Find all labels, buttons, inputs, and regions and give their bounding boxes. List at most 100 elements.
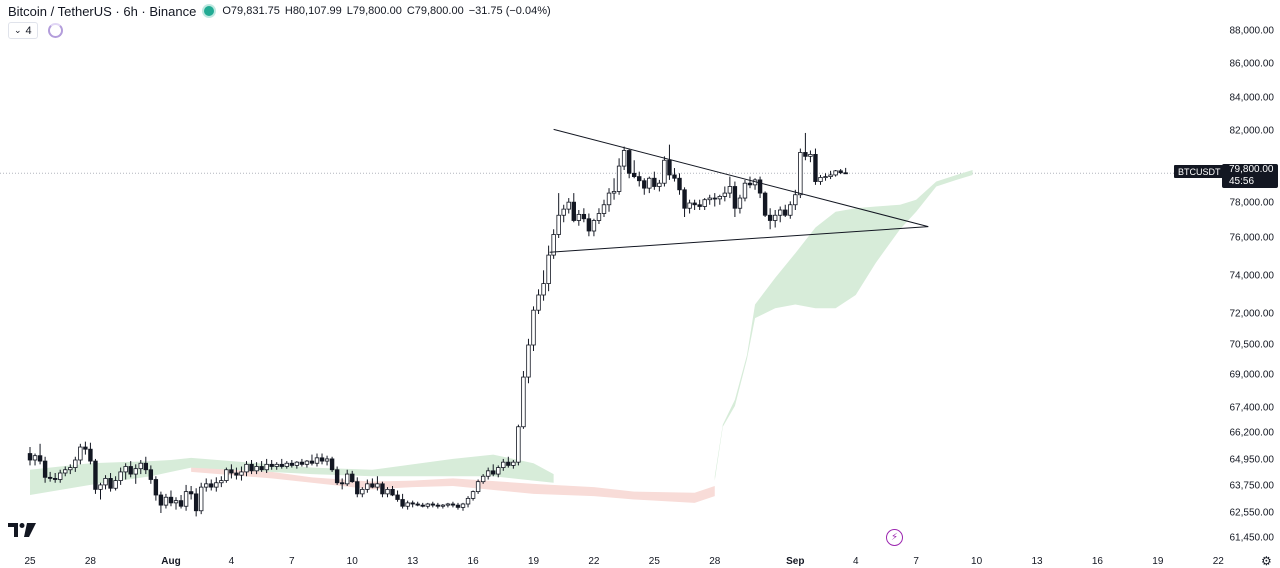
candle-body (838, 170, 843, 174)
candle (279, 458, 284, 469)
candle (692, 199, 697, 210)
candle (491, 464, 496, 477)
candle-body (783, 209, 788, 216)
candle (823, 173, 828, 181)
candle-body (657, 182, 662, 187)
candle-body (269, 463, 274, 467)
indicators-toggle-button[interactable]: ⌄ 4 (8, 22, 38, 39)
candle (611, 178, 617, 200)
candle (647, 176, 652, 194)
ichimoku-cloud (30, 170, 973, 503)
candle (521, 371, 526, 429)
candle (108, 473, 113, 492)
triangle-pattern (549, 128, 929, 253)
candle-body (672, 174, 677, 179)
candle-body (652, 177, 657, 187)
candle-body (843, 172, 848, 175)
candle-body (662, 159, 667, 184)
candle (138, 460, 143, 475)
indicators-row: ⌄ 4 (8, 22, 63, 39)
candle-body (642, 180, 647, 189)
candle-body (616, 165, 622, 192)
candle-body (78, 446, 83, 461)
price-chart[interactable] (0, 0, 1226, 568)
last-price-tag: 79,800.00 45:56 (1222, 164, 1278, 188)
candle (193, 488, 199, 517)
candle (637, 171, 642, 187)
chevron-down-icon: ⌄ (14, 25, 22, 35)
candle (803, 132, 808, 161)
candle-body (324, 458, 330, 462)
candle-body (470, 491, 476, 499)
x-tick-label: 13 (1031, 556, 1043, 567)
candle (566, 198, 571, 214)
candle-body (712, 197, 717, 200)
candle-body (526, 344, 531, 378)
candle-body (813, 153, 818, 182)
candle (546, 245, 551, 292)
candle (516, 424, 521, 466)
candle (128, 461, 133, 478)
tradingview-logo-icon[interactable] (8, 522, 36, 538)
x-tick-label: 22 (1212, 556, 1224, 567)
candle (596, 208, 602, 224)
candle-body (566, 201, 571, 210)
candle-body (440, 504, 446, 507)
candle-body (98, 484, 103, 490)
candle-body (647, 177, 652, 189)
candle (737, 194, 743, 214)
candle (27, 447, 33, 466)
candle (37, 443, 43, 465)
candle (204, 478, 209, 492)
x-tick-label: 16 (1091, 556, 1103, 567)
candle-body (621, 150, 627, 167)
bar-countdown: 45:56 (1229, 176, 1255, 187)
candle (234, 467, 239, 480)
candle (732, 181, 738, 217)
candle (793, 189, 798, 210)
candle (672, 168, 677, 182)
candle (526, 338, 531, 384)
candle (511, 460, 516, 469)
market-status-dot[interactable] (204, 6, 215, 16)
candle (385, 487, 390, 498)
lightning-icon[interactable]: ⚡ (886, 529, 903, 546)
candle (722, 186, 728, 202)
y-tick-label: 66,200.00 (1229, 427, 1275, 439)
candle-body (626, 150, 632, 174)
candle-body (455, 504, 461, 508)
candle (284, 461, 289, 469)
candle (480, 474, 486, 484)
candle (682, 187, 687, 217)
candle (178, 495, 184, 509)
symbol-title[interactable]: Bitcoin / TetherUS · 6h · Binance (8, 3, 197, 19)
candle (239, 466, 244, 481)
candle (450, 501, 456, 508)
candle-body (405, 502, 410, 507)
candle-body (204, 483, 209, 488)
candle (52, 473, 58, 483)
candle-body (259, 466, 264, 471)
candle-body (747, 182, 753, 186)
price-axis[interactable]: 88,000.0086,000.0084,000.0082,000.0080,0… (1226, 0, 1280, 568)
candle-body (118, 471, 123, 481)
candle (440, 504, 446, 509)
candle (783, 204, 788, 217)
candle-body (531, 309, 536, 346)
candle (324, 455, 330, 466)
candle-body (219, 480, 224, 484)
close-value: 79,800.00 (414, 5, 464, 17)
settings-gear-icon[interactable]: ⚙ (1261, 554, 1272, 568)
candle (103, 475, 108, 490)
candle-body (289, 462, 295, 466)
candle-body (778, 209, 783, 216)
candle-body (88, 448, 93, 462)
x-tick-label: Sep (786, 556, 805, 567)
candle-body (58, 472, 63, 480)
triangle-upper-line (553, 128, 929, 228)
candle-body (375, 483, 380, 488)
candle (370, 478, 375, 489)
candle (400, 493, 405, 509)
candle (833, 170, 838, 177)
candle (425, 502, 430, 509)
